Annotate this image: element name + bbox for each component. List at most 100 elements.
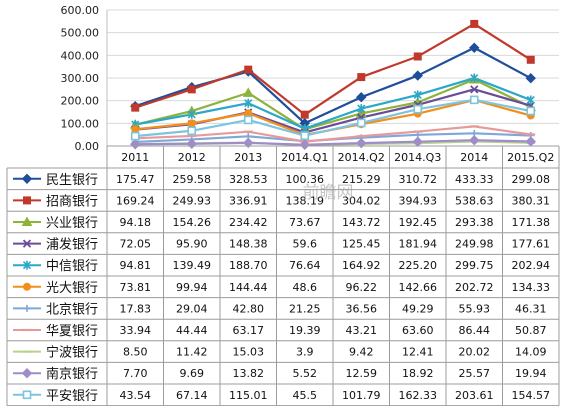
- legend-marker: [21, 367, 33, 379]
- y-tick-label: 0.00: [75, 140, 100, 153]
- data-value-cell: 215.29: [342, 173, 381, 186]
- data-value-cell: 259.58: [173, 173, 212, 186]
- data-point-marker: [299, 139, 310, 150]
- legend-marker: [22, 260, 32, 270]
- data-value-cell: 45.5: [293, 389, 318, 402]
- data-value-cell: 249.98: [455, 238, 494, 251]
- legend-marker: [23, 304, 31, 312]
- legend-label: 北京银行: [46, 302, 98, 317]
- data-value-cell: 188.70: [229, 259, 268, 272]
- data-point-marker: [243, 115, 253, 125]
- watermark-text: 前瞻网: [303, 183, 354, 203]
- legend-label: 中信银行: [46, 259, 98, 274]
- data-value-cell: 293.38: [455, 216, 494, 229]
- category-label: 2012: [178, 151, 206, 164]
- data-value-cell: 13.82: [233, 367, 265, 380]
- data-point-marker: [357, 104, 366, 114]
- data-value-cell: 299.08: [512, 173, 551, 186]
- data-value-cell: 63.17: [233, 324, 265, 337]
- data-point-marker: [413, 52, 422, 61]
- legend-label: 华夏银行: [46, 324, 98, 339]
- category-label: 2015.Q2: [507, 151, 554, 164]
- data-point-marker: [469, 134, 480, 146]
- y-tick-label: 300.00: [61, 72, 100, 85]
- data-value-cell: 164.92: [342, 259, 381, 272]
- data-value-cell: 538.63: [455, 194, 494, 207]
- legend-marker: [21, 173, 33, 185]
- data-value-cell: 138.19: [286, 194, 325, 207]
- data-value-cell: 44.44: [176, 324, 208, 337]
- data-value-cell: 94.18: [120, 216, 152, 229]
- category-label: 2013: [234, 151, 262, 164]
- data-point-marker: [131, 103, 140, 112]
- legend-label: 浦发银行: [46, 237, 98, 253]
- series-lines: [134, 22, 532, 147]
- data-value-cell: 148.38: [229, 238, 268, 251]
- data-value-cell: 55.93: [459, 302, 491, 315]
- series-markers: [129, 19, 537, 150]
- data-value-cell: 310.72: [399, 173, 438, 186]
- legend-label: 平安银行: [46, 389, 98, 404]
- data-point-marker: [412, 136, 423, 147]
- data-value-cell: 12.59: [346, 367, 378, 380]
- data-value-cell: 25.57: [459, 367, 491, 380]
- data-value-cell: 225.20: [399, 259, 438, 272]
- y-tick-label: 200.00: [61, 95, 100, 108]
- data-value-cell: 15.03: [233, 346, 265, 359]
- y-tick-label: 500.00: [61, 27, 100, 40]
- legend-marker: [22, 390, 32, 400]
- data-point-marker: [470, 73, 479, 83]
- data-value-cell: 192.45: [399, 216, 438, 229]
- data-value-cell: 73.67: [289, 216, 321, 229]
- data-point-marker: [469, 95, 479, 105]
- data-point-marker: [242, 87, 254, 97]
- data-value-cell: 19.39: [289, 324, 321, 337]
- y-tick-label: 600.00: [61, 4, 100, 17]
- category-label: 2014.Q2: [338, 151, 385, 164]
- data-value-cell: 72.05: [120, 238, 152, 251]
- data-value-cell: 249.93: [173, 194, 212, 207]
- data-value-cell: 181.94: [399, 238, 438, 251]
- data-point-marker: [130, 139, 141, 150]
- data-value-cell: 73.81: [120, 281, 152, 294]
- data-value-cell: 380.31: [512, 194, 551, 207]
- legend-marker: [23, 282, 31, 291]
- y-tick-label: 400.00: [61, 49, 100, 62]
- data-point-marker: [470, 19, 479, 28]
- data-value-cell: 177.61: [512, 238, 551, 251]
- data-point-marker: [357, 73, 366, 82]
- category-label: 2014: [460, 151, 488, 164]
- data-value-cell: 14.09: [515, 346, 547, 359]
- data-value-cell: 100.36: [286, 173, 325, 186]
- y-tick-label: 100.00: [61, 117, 100, 130]
- y-axis-tick-labels: 0.00 100.00 200.00 300.00 400.00 500.00 600.00: [61, 4, 100, 153]
- legend-label: 民生银行: [46, 173, 98, 188]
- data-value-cell: 20.02: [459, 346, 491, 359]
- data-value-cell: 67.14: [176, 389, 208, 402]
- series-line-9: [135, 139, 531, 146]
- data-value-cell: 42.80: [233, 302, 265, 315]
- data-point-marker: [526, 106, 536, 116]
- data-point-marker: [130, 131, 140, 141]
- category-label: 2014.Q1: [281, 151, 328, 164]
- data-point-marker: [525, 136, 536, 147]
- data-value-cell: 59.6: [293, 238, 318, 251]
- data-point-marker: [187, 119, 196, 128]
- data-value-cell: 43.21: [346, 324, 378, 337]
- data-value-cell: 433.33: [455, 173, 494, 186]
- data-value-cell: 50.87: [515, 324, 547, 337]
- data-value-cell: 8.50: [123, 346, 148, 359]
- data-point-marker: [413, 104, 423, 114]
- data-value-cell: 17.83: [120, 302, 152, 315]
- data-table-legend: 民生银行招商银行兴业银行浦发银行中信银行光大银行北京银行华夏银行宁波银行南京银行…: [13, 173, 98, 404]
- data-point-marker: [525, 73, 536, 84]
- data-value-cell: 43.54: [120, 389, 152, 402]
- data-value-cell: 175.47: [116, 173, 155, 186]
- data-value-cell: 154.57: [512, 389, 551, 402]
- series-line-10: [135, 98, 531, 138]
- legend-label: 光大银行: [46, 281, 98, 296]
- data-point-marker: [187, 85, 196, 94]
- data-value-cell: 169.24: [116, 194, 155, 207]
- data-value-cell: 5.52: [293, 367, 318, 380]
- legend-label: 招商银行: [46, 194, 98, 209]
